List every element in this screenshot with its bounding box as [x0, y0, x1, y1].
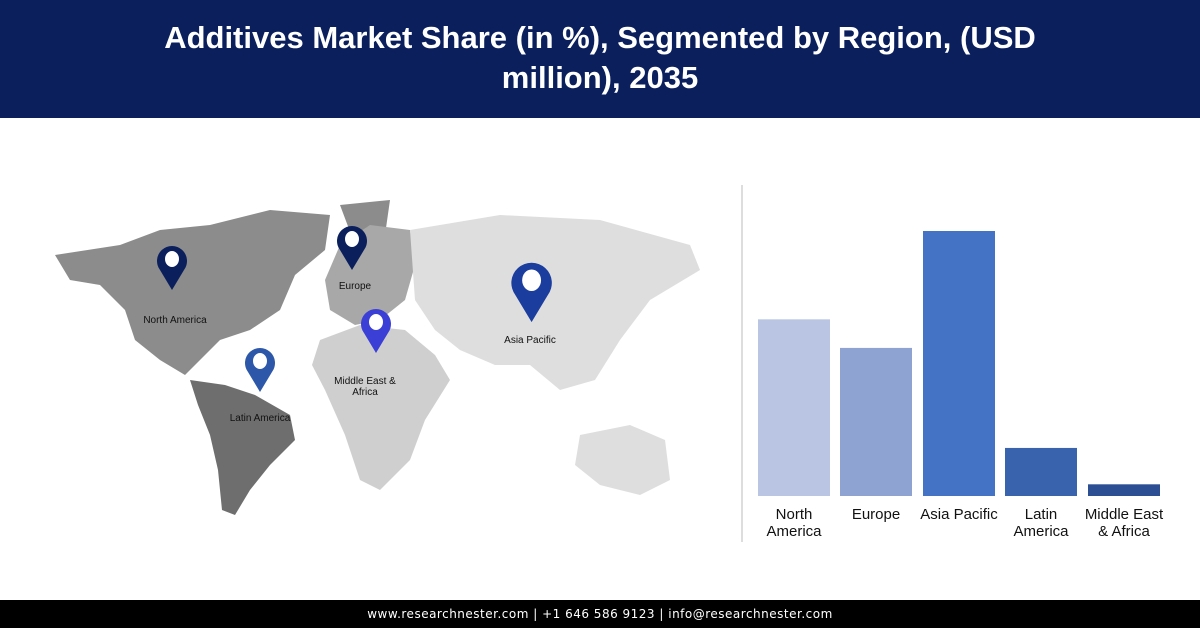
map-asia: [410, 215, 700, 390]
x-tick-label: Asia Pacific: [920, 506, 998, 523]
bar-latin-america: [1005, 447, 1077, 496]
location-pin-icon: [511, 262, 553, 322]
x-tick-label: Europe: [851, 506, 901, 523]
map-africa: [312, 325, 450, 490]
x-tick-label: Latin America: [1013, 506, 1069, 540]
pin-label: Middle East & Africa: [334, 376, 396, 398]
footer-contact: www.researchnester.com | +1 646 586 9123…: [0, 600, 1200, 628]
map-latin-america: [190, 380, 295, 515]
location-pin-icon: [337, 226, 367, 270]
map-australia: [575, 425, 670, 495]
location-pin-icon: [157, 246, 187, 290]
x-tick-label: North America: [766, 506, 822, 540]
bar-north-america: [758, 319, 830, 496]
bar-chart: [741, 185, 1160, 542]
pin-label: Latin America: [229, 413, 291, 424]
pin-label: Europe: [338, 281, 372, 292]
x-tick-label: Middle East & Africa: [1084, 506, 1164, 540]
pin-label: North America: [143, 315, 207, 326]
map-north-america: [55, 210, 330, 375]
pin-label: Asia Pacific: [504, 335, 556, 346]
bar-europe: [840, 347, 912, 496]
bar-middle-east-africa: [1088, 484, 1160, 496]
location-pin-icon: [245, 348, 275, 392]
location-pin-icon: [361, 309, 391, 353]
bar-asia-pacific: [923, 231, 995, 496]
chart-title: Additives Market Share (in %), Segmented…: [0, 0, 1200, 118]
